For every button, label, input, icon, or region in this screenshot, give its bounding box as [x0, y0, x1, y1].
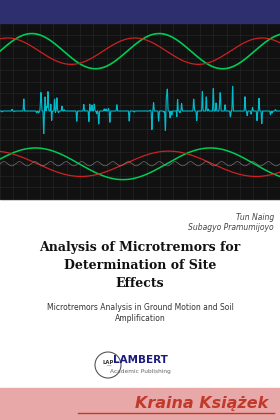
Text: Effects: Effects — [116, 277, 164, 290]
Text: ⁀: ⁀ — [106, 365, 110, 370]
Circle shape — [95, 352, 121, 378]
Bar — [0, 0, 280, 23]
Text: Analysis of Microtremors for: Analysis of Microtremors for — [39, 241, 241, 254]
Text: Microtremors Analysis in Ground Motion and Soil: Microtremors Analysis in Ground Motion a… — [46, 303, 234, 312]
Text: Academic Publishing: Academic Publishing — [110, 368, 170, 373]
Text: LAP: LAP — [102, 360, 114, 365]
Bar — [0, 388, 280, 420]
Text: Kraina Książek: Kraina Książek — [135, 396, 268, 411]
Text: Subagyo Pramumijoyo: Subagyo Pramumijoyo — [188, 223, 274, 232]
Text: LAMBERT: LAMBERT — [113, 355, 167, 365]
Text: Determination of Site: Determination of Site — [64, 259, 216, 272]
Text: Amplification: Amplification — [115, 314, 165, 323]
Text: Tun Naing: Tun Naing — [236, 213, 274, 222]
Bar — [0, 23, 280, 199]
